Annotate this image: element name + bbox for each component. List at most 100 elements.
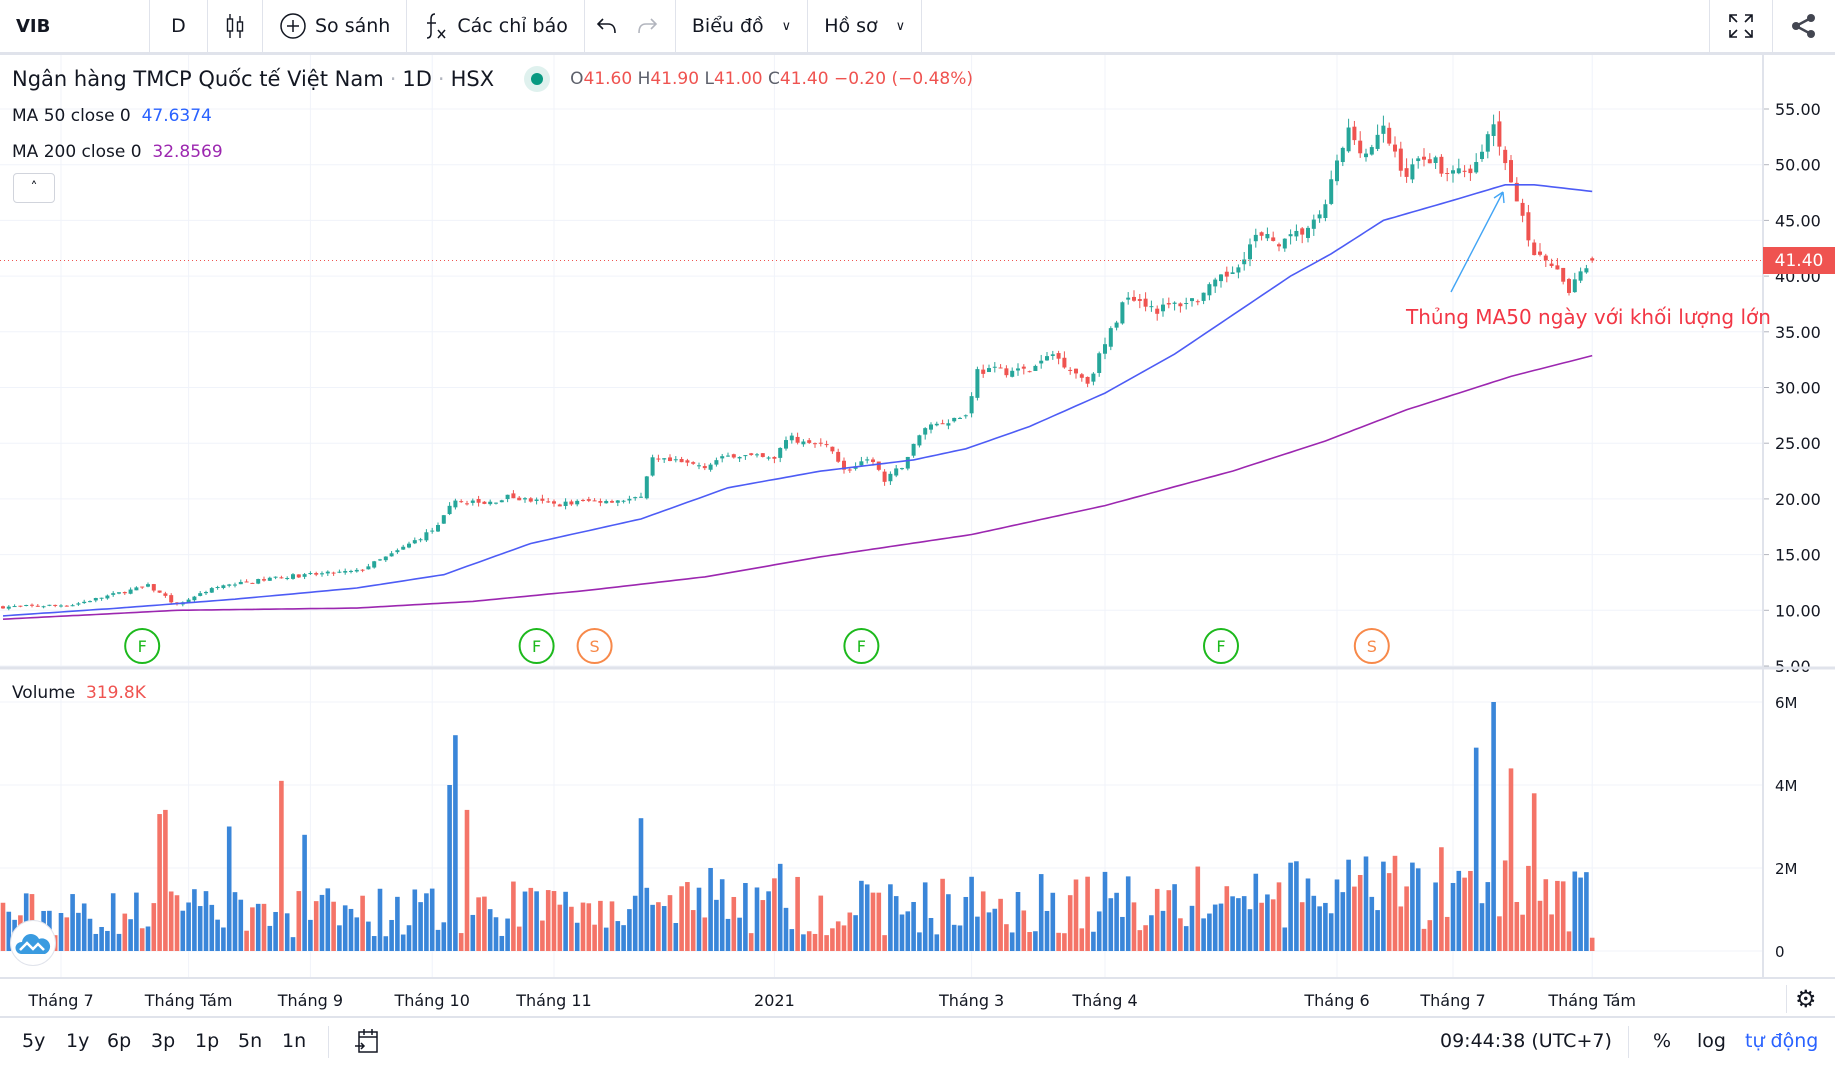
chevron-down-icon: ∨ [895,18,906,34]
goto-date-button[interactable] [354,1027,380,1060]
volume-bar [1468,870,1473,951]
chart-annotation-text[interactable]: Thủng MA50 ngày với khối lượng lớn [1406,305,1771,329]
candle-body [447,505,452,515]
volume-bar [1282,927,1288,951]
volume-bar [1114,892,1119,951]
candle-body [291,574,295,579]
auto-scale-toggle[interactable]: tự động [1745,1030,1819,1052]
candle-body [1416,158,1421,162]
volume-bar [1044,910,1050,951]
candle-body [621,500,626,502]
volume-bar [250,907,255,951]
candle-body [256,579,261,584]
volume-bar [783,907,789,951]
function-icon [427,13,446,39]
volume-bar [882,935,887,951]
candle-body [830,446,835,452]
candle-body [1224,271,1229,277]
percent-toggle[interactable]: % [1653,1030,1672,1052]
log-toggle[interactable]: log [1697,1030,1726,1052]
candle-body [1590,258,1595,261]
market-status-icon[interactable] [524,66,551,92]
candle-body [296,574,301,578]
volume-bar [598,900,603,951]
volume-bar [360,895,365,951]
redo-icon [638,18,658,34]
volume-bar [476,897,481,951]
range-5d[interactable]: 5n [238,1030,263,1052]
volume-bar [766,891,771,951]
clock[interactable]: 09:44:38 (UTC+7) [1440,1030,1612,1052]
volume-bar [1456,870,1462,951]
time-axis[interactable]: ⚙ Tháng 7 Tháng Tám Tháng 9 Tháng 10 Tháng 1… [0,977,1835,1018]
volume-bar [1514,901,1520,951]
volume-bar [209,904,215,951]
candle-body [720,456,725,459]
range-1d[interactable]: 1n [282,1030,307,1052]
undo-button[interactable] [585,0,629,52]
volume-bar [876,892,882,951]
redo-button[interactable] [629,0,676,52]
price-chart[interactable]: 55.0050.0045.0040.0035.0030.0025.0020.00… [0,55,1835,977]
range-6m[interactable]: 6p [107,1030,132,1052]
time-tick-label: Tháng Tám [144,991,233,1010]
candle-body [459,501,464,503]
volume-bar [731,896,737,951]
price-tick-label: 20.00 [1775,490,1821,509]
compare-button[interactable]: So sánh [263,0,408,52]
symbol-search-button[interactable]: VIB [0,0,150,52]
candle-body [366,566,371,570]
candle-body [122,592,127,594]
volume-bar [1328,913,1334,951]
volume-bar [470,914,476,951]
volume-bar [400,934,406,951]
volume-bar [122,913,128,951]
candle-body [517,497,522,501]
volume-bar [980,891,986,951]
candle-body [151,584,156,591]
collapse-legend-button[interactable]: ˄ [13,173,55,203]
volume-bar [1497,916,1502,951]
candle-body [1439,156,1444,174]
range-1y[interactable]: 1y [66,1030,90,1052]
candle-body [1294,230,1299,237]
tradingview-logo[interactable] [10,920,56,966]
settings-gear-icon[interactable]: ⚙ [1786,985,1817,1013]
candle-body [905,456,910,469]
chart-style-button[interactable] [208,0,263,52]
candle-body [865,459,870,461]
range-3m[interactable]: 3p [151,1030,176,1052]
candle-body [1578,271,1583,281]
candle-body [627,498,632,501]
candle-body [1433,157,1438,163]
candle-body [615,500,620,503]
range-5y[interactable]: 5y [22,1030,46,1052]
candle-body [360,569,365,571]
indicators-button[interactable]: Các chỉ báo [407,0,585,52]
candle-body [349,570,353,572]
chart-menu-button[interactable]: Biểu đồ ∨ [676,0,809,52]
range-1m[interactable]: 1p [195,1030,220,1052]
volume-bar [76,912,81,951]
interval-button[interactable]: D [150,0,208,52]
share-button[interactable] [1772,0,1835,52]
volume-bar [1183,926,1189,951]
ma200-legend[interactable]: MA 200 close 0 32.8569 [12,142,223,162]
volume-bar [917,932,922,951]
volume-bar [435,929,441,951]
candle-body [1340,147,1345,163]
volume-bar [592,924,597,951]
volume-bar [70,894,75,951]
profile-menu-button[interactable]: Hồ sơ ∨ [808,0,923,52]
candle-body [1137,299,1142,301]
fullscreen-button[interactable] [1709,0,1772,52]
candle-body [1021,366,1026,369]
volume-bar [714,899,719,951]
volume-bar [1195,866,1201,951]
ma200-line [2,354,1593,620]
volume-bar [296,891,302,951]
ma50-legend[interactable]: MA 50 close 0 47.6374 [12,106,212,126]
candle-body [1236,267,1241,273]
candle-body [1288,234,1293,237]
candle-body [1491,124,1496,136]
